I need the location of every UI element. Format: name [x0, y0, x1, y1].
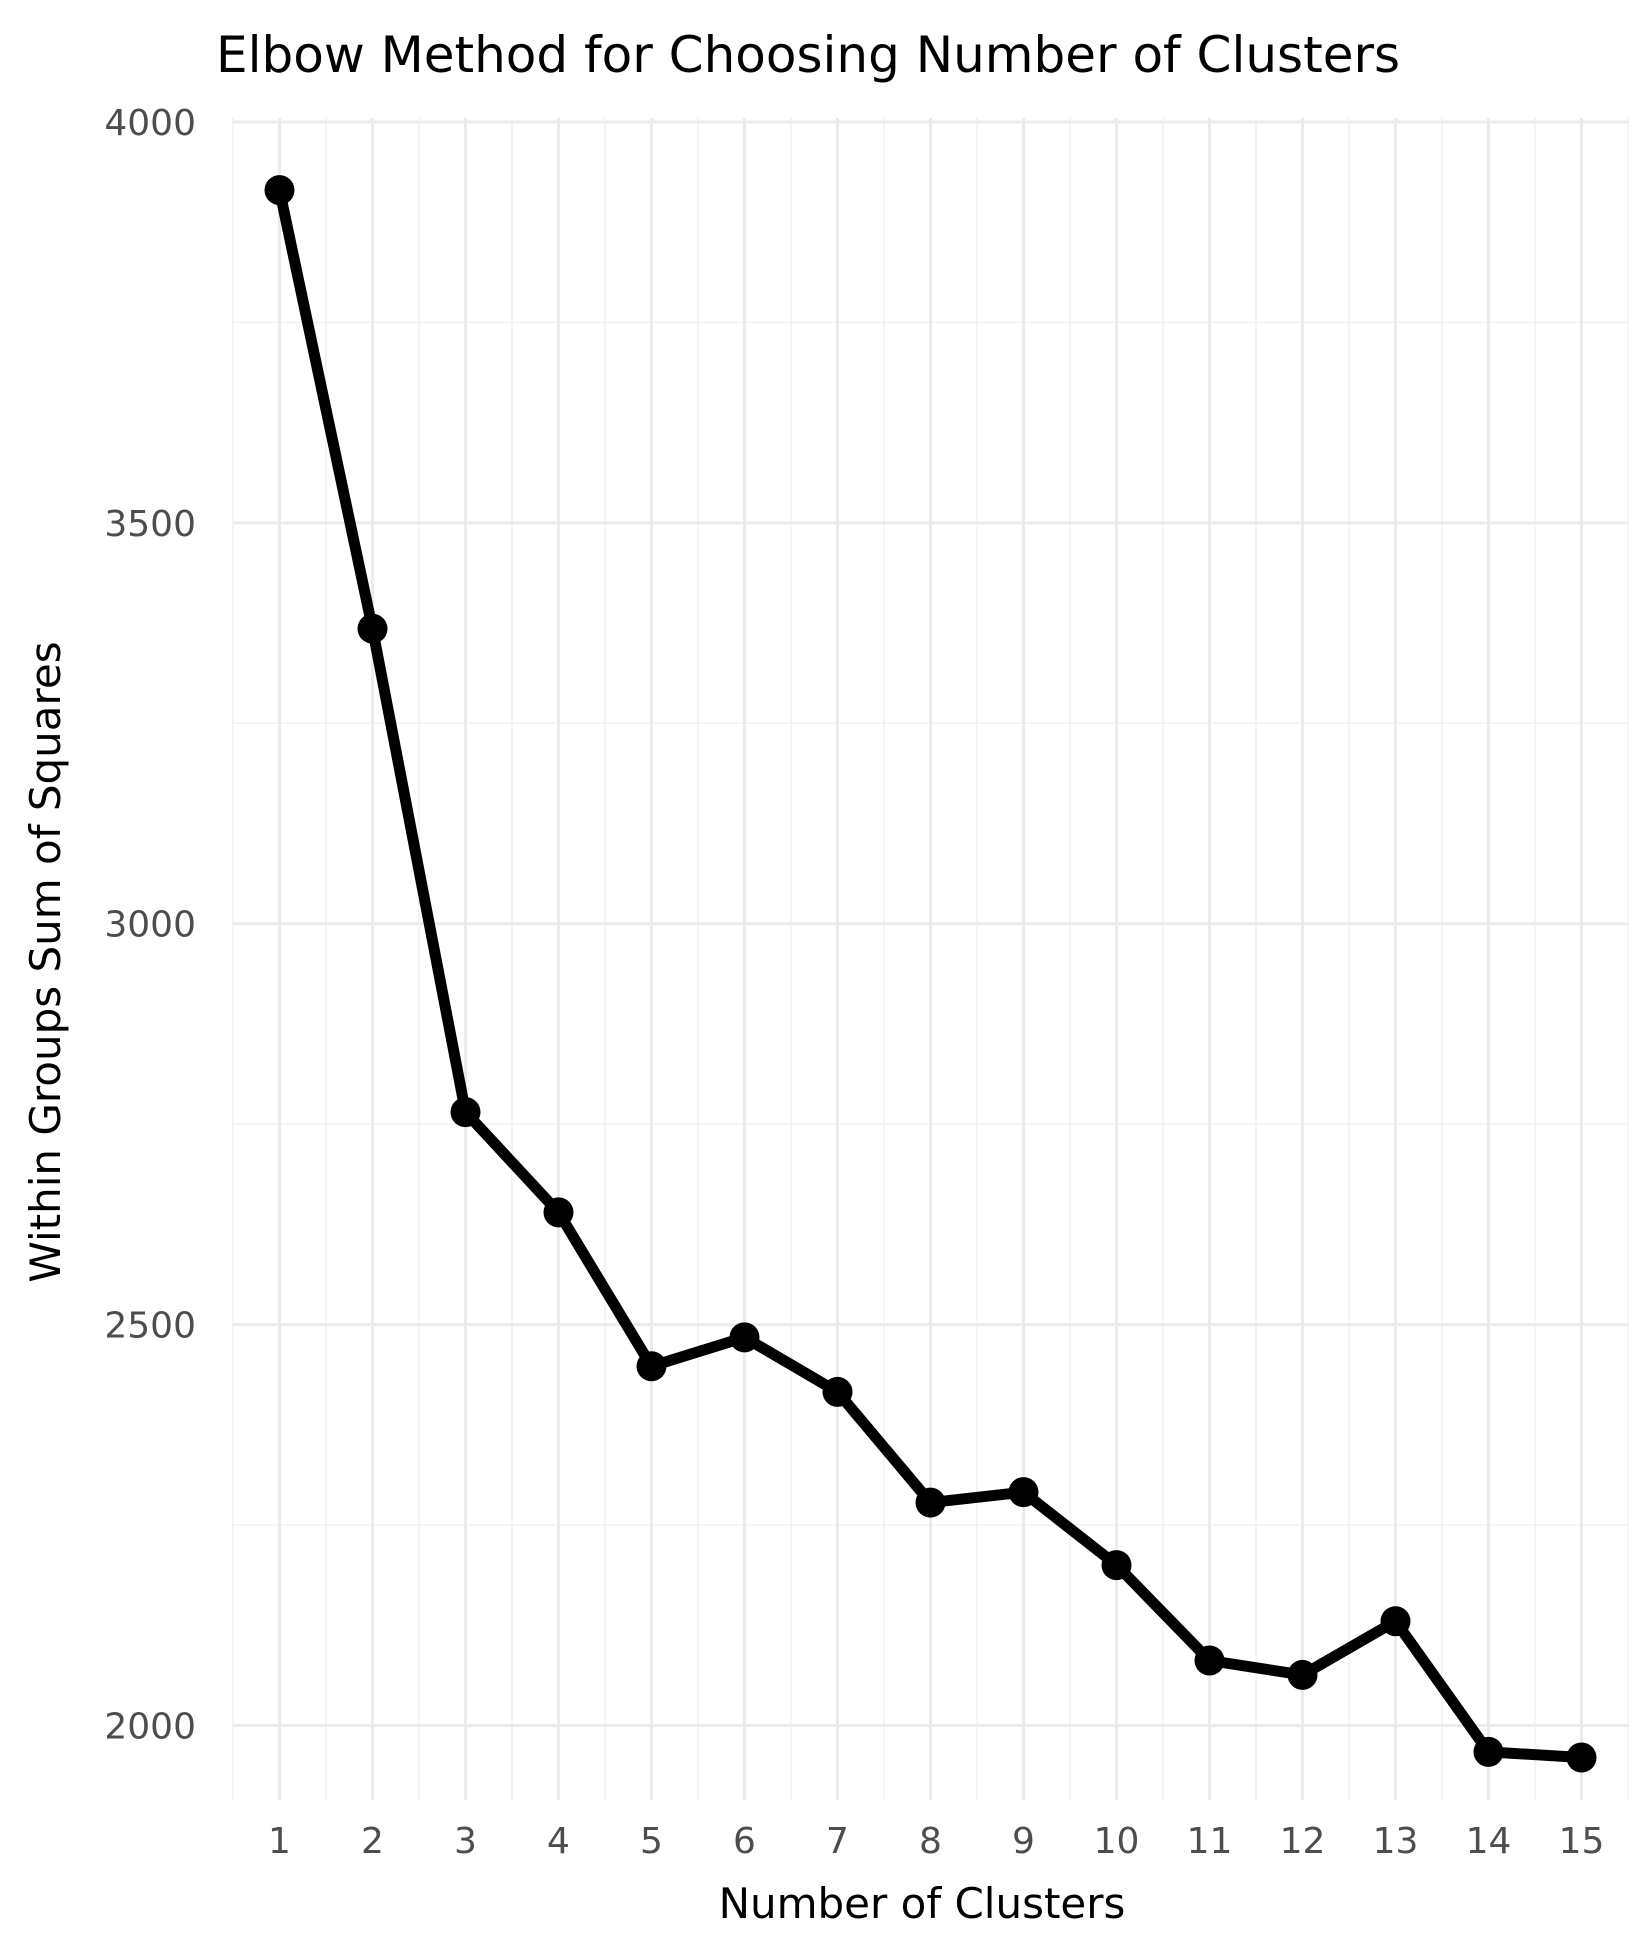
x-axis-title: Number of Clusters: [719, 1879, 1126, 1928]
data-point: [1473, 1736, 1504, 1767]
x-tick-label: 7: [826, 1821, 849, 1862]
data-point: [1566, 1742, 1597, 1773]
x-tick-label: 6: [733, 1821, 756, 1862]
data-point: [915, 1487, 946, 1518]
data-point: [264, 175, 295, 206]
x-tick-label: 10: [1094, 1821, 1140, 1862]
data-point: [450, 1097, 481, 1128]
y-tick-label: 2500: [104, 1306, 196, 1347]
x-tick-label: 15: [1559, 1821, 1605, 1862]
data-point: [1287, 1659, 1318, 1690]
x-tick-label: 9: [1012, 1821, 1035, 1862]
y-tick-label: 2000: [104, 1706, 196, 1747]
data-point: [1008, 1477, 1039, 1508]
y-tick-label: 3000: [104, 905, 196, 946]
x-tick-label: 14: [1466, 1821, 1512, 1862]
data-point: [543, 1197, 574, 1228]
y-tick-label: 4000: [104, 103, 196, 144]
data-point: [1101, 1550, 1132, 1581]
chart-title: Elbow Method for Choosing Number of Clus…: [216, 26, 1400, 84]
x-tick-label: 12: [1280, 1821, 1326, 1862]
series-layer: [264, 175, 1597, 1773]
y-tick-label: 3500: [104, 504, 196, 545]
tick-labels: 1 2 3 4 5 6 7 8 9 10 11 12 13 14 152000250030003500400…: [104, 103, 1604, 1862]
x-tick-label: 13: [1373, 1821, 1419, 1862]
x-tick-label: 2: [361, 1821, 384, 1862]
y-axis-title: Within Groups Sum of Squares: [21, 641, 70, 1282]
x-tick-label: 11: [1187, 1821, 1233, 1862]
x-tick-label: 5: [640, 1821, 663, 1862]
x-tick-label: 3: [454, 1821, 477, 1862]
x-tick-label: 1: [268, 1821, 291, 1862]
x-tick-label: 8: [919, 1821, 942, 1862]
data-point: [357, 613, 388, 644]
data-point: [1380, 1606, 1411, 1637]
major-gridlines: [233, 118, 1628, 1800]
data-point: [729, 1322, 760, 1353]
data-point: [636, 1351, 667, 1382]
data-point: [822, 1376, 853, 1407]
data-point: [1194, 1645, 1225, 1676]
x-tick-label: 4: [547, 1821, 570, 1862]
